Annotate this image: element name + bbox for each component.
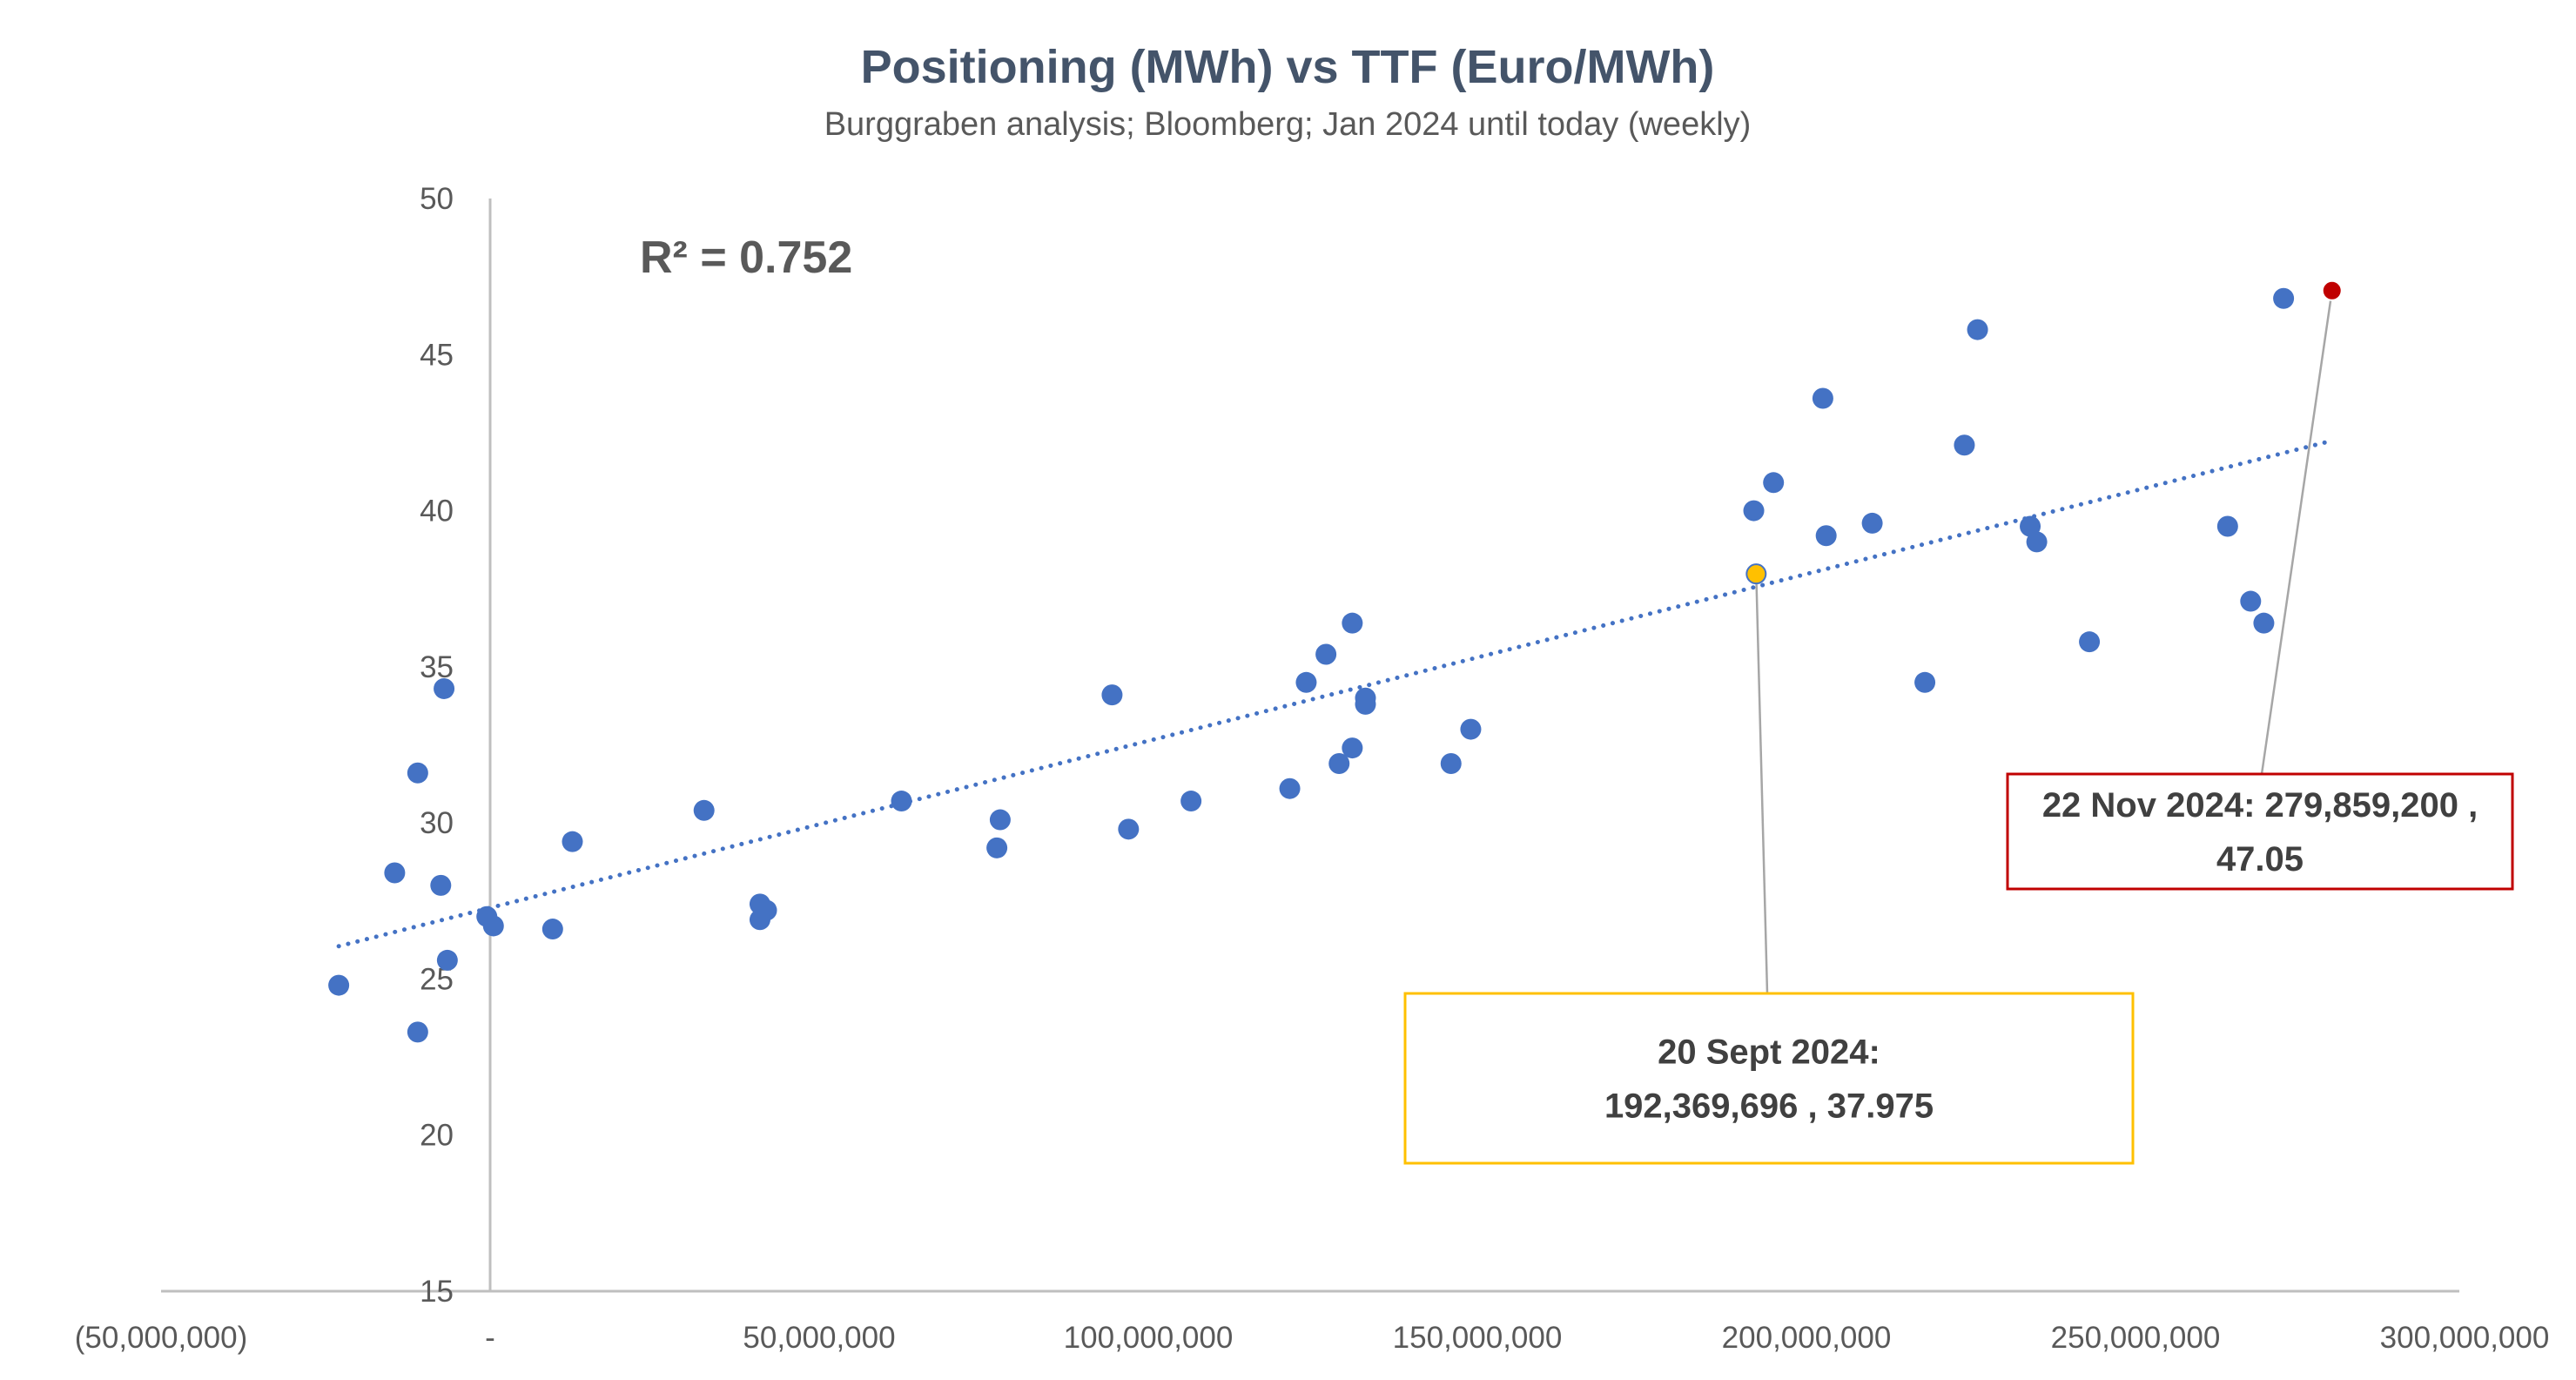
data-point [891,791,912,812]
x-tick-label: 50,000,000 [743,1321,895,1355]
data-point [1295,671,1317,693]
y-tick-label: 50 [420,182,454,216]
chart-subtitle: Burggraben analysis; Bloomberg; Jan 2024… [824,106,1752,143]
x-tick-label: (50,000,000) [75,1321,247,1355]
data-point [756,899,777,921]
data-point [2079,631,2101,653]
x-tick-labels: (50,000,000) - 50,000,000 100,000,000 150,00… [75,1321,2550,1355]
data-point [986,837,1008,858]
data-point [328,974,350,996]
data-point [2273,287,2295,309]
x-tick-label: 300,000,000 [2380,1321,2550,1355]
data-point [693,799,715,821]
data-point [1763,472,1785,494]
chart-title: Positioning (MWh) vs TTF (Euro/MWh) [861,41,1715,93]
data-point [1328,753,1350,775]
y-tick-label: 20 [420,1119,454,1153]
y-tick-label: 15 [420,1275,454,1309]
data-point [1118,818,1140,840]
x-tick-label: 150,000,000 [1393,1321,1563,1355]
callout-box [2006,772,2514,891]
data-point [1342,612,1363,634]
x-tick-label: - [485,1321,495,1355]
highlighted-point [1745,563,1767,585]
callout-label: 47.05 [2216,840,2304,878]
data-points [328,287,2295,1043]
data-point [407,762,428,784]
data-point [482,915,504,937]
y-tick-label: 35 [420,650,454,684]
data-point [2020,515,2041,537]
x-tick-label: 250,000,000 [2051,1321,2221,1355]
callout-label: 20 Sept 2024: [1658,1033,1880,1072]
data-point [2026,531,2048,553]
data-point [989,809,1011,831]
data-point [1914,671,1936,693]
data-point [1279,778,1301,799]
x-tick-label: 100,000,000 [1064,1321,1234,1355]
y-tick-label: 45 [420,338,454,372]
data-point [1812,387,1833,409]
data-point [436,949,458,971]
data-point [430,874,452,896]
y-tick-label: 40 [420,495,454,528]
callouts: 20 Sept 2024: 192,369,696 , 37.975 22 Nov … [1403,279,2514,1165]
callout-leader-line [2260,290,2333,775]
callout-label: 22 Nov 2024: 279,859,200 , [2042,786,2478,825]
highlighted-point [2321,279,2343,301]
data-point [1440,753,1462,775]
callout-box [1403,992,2135,1165]
data-point [1355,693,1376,715]
data-point [1315,643,1337,665]
data-point [1861,512,1883,534]
data-point [2240,590,2262,612]
data-point [1743,500,1765,522]
data-point [407,1021,428,1043]
data-point [562,831,583,852]
data-point [384,862,406,884]
data-point [1967,319,1988,340]
data-point [1815,525,1837,547]
callout-label: 192,369,696 , 37.975 [1604,1087,1934,1126]
x-tick-label: 200,000,000 [1722,1321,1892,1355]
y-tick-label: 30 [420,806,454,840]
data-point [541,919,563,940]
callout-leader-line [1755,574,1769,994]
data-point [2216,515,2238,537]
data-point [2253,612,2275,634]
data-point [1101,684,1123,706]
r-squared-annotation: R² = 0.752 [640,232,852,283]
data-point [1460,718,1482,740]
data-point [1954,434,1975,456]
data-point [434,677,455,699]
data-point [1180,791,1202,812]
data-point [1342,737,1363,759]
